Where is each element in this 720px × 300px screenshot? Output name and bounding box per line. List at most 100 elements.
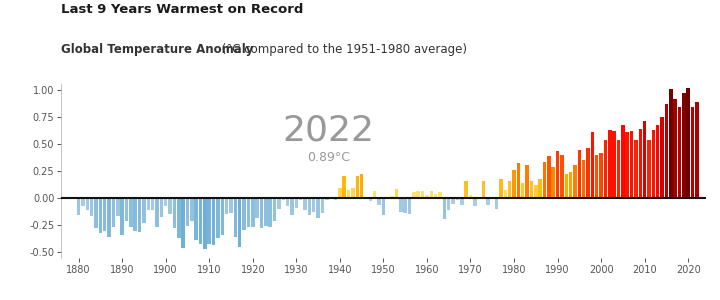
- Bar: [426, 195, 428, 198]
- Bar: [186, 198, 189, 226]
- Bar: [438, 193, 442, 198]
- Bar: [508, 181, 511, 198]
- Bar: [586, 148, 590, 198]
- Bar: [247, 198, 250, 227]
- Bar: [460, 198, 464, 206]
- Bar: [269, 198, 272, 227]
- Bar: [360, 174, 364, 198]
- Bar: [194, 198, 198, 240]
- Bar: [273, 198, 276, 221]
- Bar: [599, 153, 603, 198]
- Bar: [530, 181, 534, 198]
- Bar: [251, 198, 254, 227]
- Bar: [656, 125, 660, 198]
- Bar: [203, 198, 207, 249]
- Bar: [282, 198, 285, 200]
- Bar: [482, 181, 485, 198]
- Bar: [299, 198, 302, 200]
- Bar: [660, 117, 664, 198]
- Bar: [582, 160, 585, 198]
- Bar: [77, 198, 81, 215]
- Bar: [112, 198, 115, 227]
- Bar: [552, 167, 555, 198]
- Bar: [303, 198, 307, 210]
- Bar: [560, 155, 564, 198]
- Bar: [573, 165, 577, 198]
- Bar: [168, 198, 172, 214]
- Bar: [156, 198, 158, 227]
- Bar: [678, 106, 681, 198]
- Bar: [434, 194, 437, 198]
- Bar: [220, 198, 224, 236]
- Bar: [639, 129, 642, 198]
- Bar: [451, 198, 455, 204]
- Bar: [564, 174, 568, 198]
- Bar: [690, 106, 694, 198]
- Bar: [477, 197, 481, 198]
- Bar: [338, 188, 341, 198]
- Bar: [421, 191, 424, 198]
- Bar: [90, 198, 94, 216]
- Bar: [621, 125, 625, 198]
- Text: Last 9 Years Warmest on Record: Last 9 Years Warmest on Record: [61, 3, 304, 16]
- Bar: [490, 198, 494, 199]
- Bar: [320, 198, 324, 213]
- Bar: [343, 176, 346, 198]
- Text: Global Temperature Anomaly: Global Temperature Anomaly: [61, 44, 253, 56]
- Bar: [347, 190, 351, 198]
- Bar: [543, 162, 546, 198]
- Bar: [608, 130, 611, 198]
- Bar: [277, 198, 281, 208]
- Text: 0.89°C: 0.89°C: [307, 151, 350, 164]
- Bar: [647, 140, 651, 198]
- Bar: [260, 198, 264, 228]
- Bar: [412, 193, 415, 198]
- Bar: [212, 198, 215, 245]
- Bar: [626, 132, 629, 198]
- Bar: [190, 198, 194, 221]
- Bar: [94, 198, 98, 228]
- Bar: [495, 198, 498, 208]
- Bar: [399, 198, 402, 212]
- Bar: [133, 198, 137, 231]
- Bar: [229, 198, 233, 213]
- Bar: [408, 198, 411, 214]
- Bar: [617, 140, 620, 198]
- Bar: [256, 198, 259, 218]
- Bar: [207, 198, 211, 244]
- Bar: [630, 131, 634, 198]
- Bar: [569, 172, 572, 198]
- Bar: [81, 198, 85, 206]
- Bar: [521, 183, 524, 198]
- Bar: [243, 198, 246, 230]
- Bar: [499, 178, 503, 198]
- Bar: [86, 198, 89, 210]
- Bar: [147, 198, 150, 210]
- Bar: [430, 191, 433, 198]
- Bar: [682, 93, 685, 198]
- Bar: [539, 178, 542, 198]
- Bar: [307, 198, 311, 215]
- Bar: [395, 189, 398, 198]
- Bar: [173, 198, 176, 228]
- Bar: [290, 198, 294, 215]
- Bar: [669, 89, 672, 198]
- Bar: [199, 198, 202, 244]
- Bar: [103, 198, 107, 231]
- Bar: [665, 104, 668, 198]
- Bar: [643, 121, 647, 198]
- Bar: [486, 198, 490, 206]
- Bar: [369, 198, 372, 201]
- Bar: [233, 198, 237, 236]
- Bar: [364, 198, 368, 199]
- Bar: [595, 155, 598, 198]
- Bar: [512, 170, 516, 198]
- Bar: [469, 195, 472, 198]
- Bar: [534, 185, 538, 198]
- Bar: [325, 198, 328, 200]
- Bar: [181, 198, 185, 248]
- Bar: [613, 131, 616, 198]
- Bar: [447, 198, 451, 210]
- Bar: [373, 191, 377, 198]
- Bar: [294, 198, 298, 208]
